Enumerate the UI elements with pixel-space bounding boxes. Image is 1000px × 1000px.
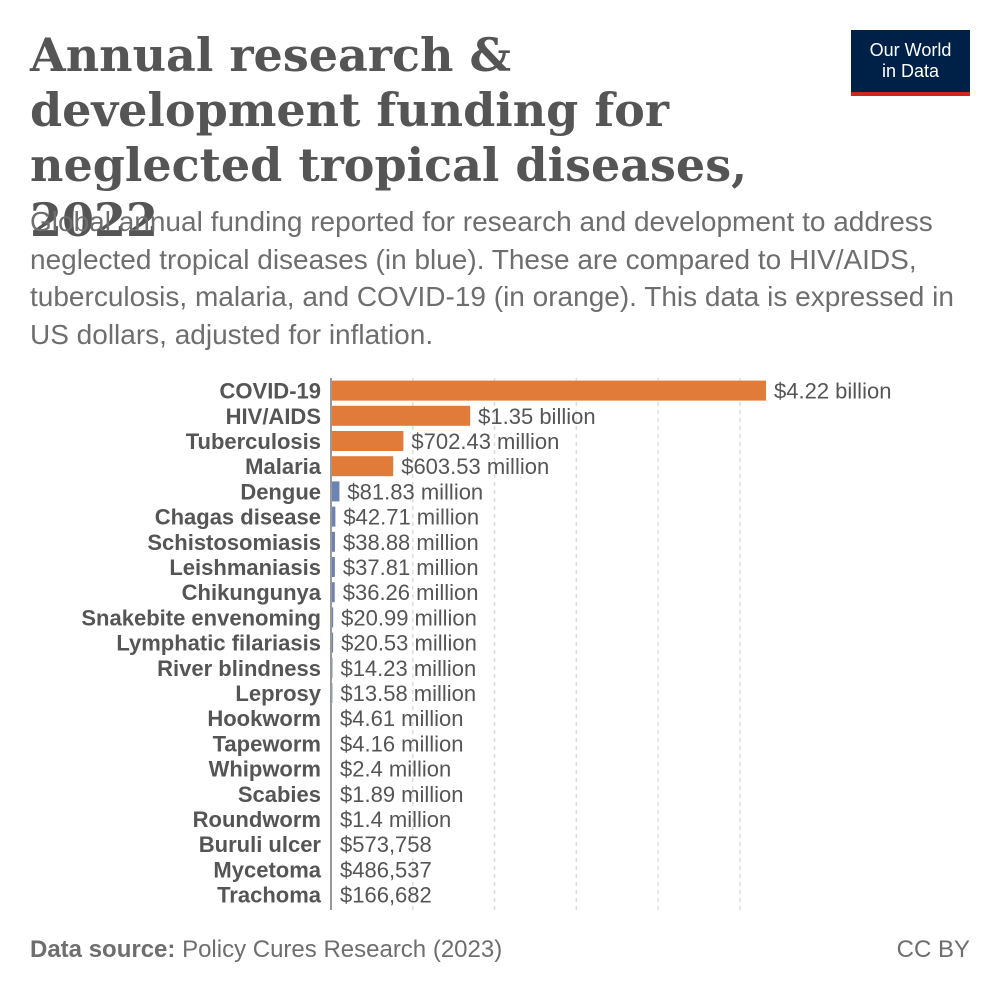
category-label: Malaria — [245, 454, 322, 479]
bar-dengue — [331, 481, 340, 502]
category-label: COVID-19 — [220, 379, 321, 404]
category-label: Trachoma — [217, 883, 322, 908]
category-label: Roundworm — [193, 807, 321, 832]
value-label: $1.35 billion — [478, 404, 595, 429]
value-label: $1.4 million — [340, 807, 451, 832]
category-label: Dengue — [240, 479, 321, 504]
source-label: Data source: — [30, 936, 176, 963]
value-label: $603.53 million — [401, 454, 549, 479]
bar-malaria — [331, 456, 394, 477]
value-labels: $4.22 billion $1.35 billion$702.43 millio… — [340, 379, 891, 908]
category-label: Scabies — [238, 782, 321, 807]
value-label: $702.43 million — [411, 429, 559, 454]
value-label: $42.71 million — [343, 505, 479, 530]
category-label: Tuberculosis — [186, 429, 321, 454]
category-label: HIV/AIDS — [226, 404, 321, 429]
bar-tuberculosis — [331, 431, 404, 451]
category-label: Whipworm — [209, 757, 321, 782]
value-label: $38.88 million — [343, 530, 479, 555]
category-label: Lymphatic filariasis — [116, 631, 321, 656]
owid-logo[interactable]: Our World in Data — [851, 30, 970, 96]
bar-schistosomiasis — [331, 531, 336, 552]
value-label: $4.61 million — [340, 706, 464, 731]
bar-chart: COVID-19HIV/AIDSTuberculosisMalariaDengu… — [81, 378, 891, 910]
value-label: $37.81 million — [343, 555, 479, 580]
chart-subtitle: Global annual funding reported for resea… — [30, 206, 954, 350]
bar-snakebite-envenoming — [331, 607, 334, 628]
value-label: $1.89 million — [340, 782, 464, 807]
bar-leishmaniasis — [331, 557, 335, 577]
category-label: Leishmaniasis — [169, 555, 321, 580]
category-label: Leprosy — [235, 681, 321, 706]
category-label: Chikungunya — [182, 580, 322, 605]
value-label: $2.4 million — [340, 757, 451, 782]
value-label: $20.99 million — [341, 605, 477, 630]
category-label: Mycetoma — [213, 857, 321, 882]
category-label: Snakebite envenoming — [81, 605, 321, 630]
logo-line-2: in Data — [881, 61, 940, 81]
value-label: $486,537 — [340, 857, 432, 882]
category-label: Hookworm — [207, 706, 321, 731]
category-label: Tapeworm — [213, 731, 321, 756]
bar-chagas-disease — [331, 506, 336, 527]
value-label: $13.58 million — [340, 681, 476, 706]
chart-title: Annual research & development funding fo… — [30, 28, 748, 247]
bar-hiv-aids — [331, 405, 471, 426]
footer: Data source: Policy Cures Research (2023… — [30, 936, 970, 964]
source-text[interactable]: Policy Cures Research (2023) — [182, 936, 503, 963]
value-label: $81.83 million — [347, 479, 483, 504]
category-label: Buruli ulcer — [199, 832, 322, 857]
category-label: Chagas disease — [155, 505, 321, 530]
value-label: $14.23 million — [340, 656, 476, 681]
logo-line-1: Our World — [869, 40, 952, 60]
category-label: Schistosomiasis — [147, 530, 321, 555]
bars — [331, 380, 766, 905]
bar-covid-19 — [331, 380, 766, 401]
value-label: $36.26 million — [343, 580, 479, 605]
category-labels: COVID-19HIV/AIDSTuberculosisMalariaDengu… — [81, 379, 321, 908]
bar-chikungunya — [331, 582, 335, 603]
bar-lymphatic-filariasis — [331, 632, 334, 653]
license-link[interactable]: CC BY — [896, 936, 970, 963]
value-label: $4.16 million — [340, 731, 464, 756]
value-label: $20.53 million — [341, 631, 477, 656]
value-label: $4.22 billion — [774, 379, 891, 404]
value-label: $573,758 — [340, 832, 432, 857]
grid-lines — [412, 378, 741, 910]
category-label: River blindness — [157, 656, 321, 681]
value-label: $166,682 — [340, 883, 432, 908]
